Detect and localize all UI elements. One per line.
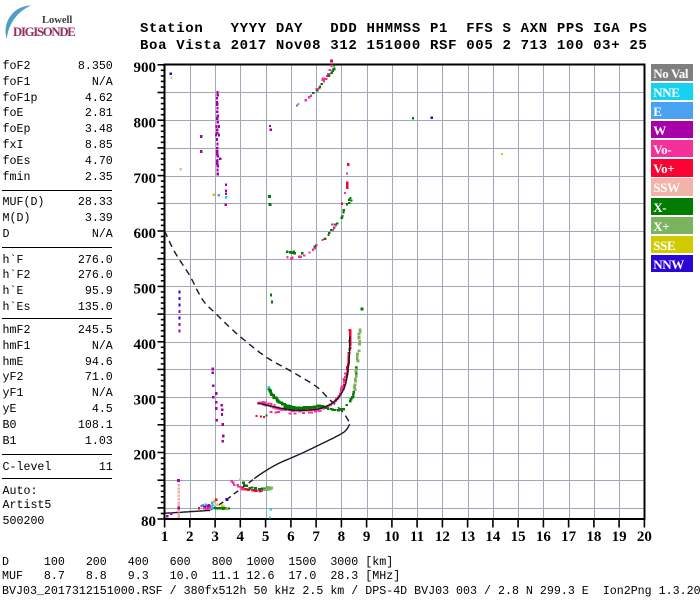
svg-text:19: 19 xyxy=(612,529,627,545)
svg-text:10: 10 xyxy=(384,529,399,545)
svg-text:700: 700 xyxy=(134,171,157,187)
svg-text:11: 11 xyxy=(410,529,424,545)
svg-text:5: 5 xyxy=(262,529,270,545)
svg-text:900: 900 xyxy=(134,60,157,76)
svg-text:600: 600 xyxy=(134,226,157,242)
svg-text:80: 80 xyxy=(141,514,156,530)
svg-text:12: 12 xyxy=(435,529,450,545)
svg-text:800: 800 xyxy=(134,115,157,131)
svg-text:20: 20 xyxy=(637,529,652,545)
svg-text:7: 7 xyxy=(312,529,320,545)
svg-text:4: 4 xyxy=(237,529,245,545)
svg-text:17: 17 xyxy=(561,529,577,545)
svg-text:2: 2 xyxy=(186,529,194,545)
svg-text:1: 1 xyxy=(161,529,169,545)
svg-text:400: 400 xyxy=(134,337,157,353)
svg-text:3: 3 xyxy=(211,529,219,545)
svg-text:18: 18 xyxy=(586,529,601,545)
svg-text:300: 300 xyxy=(134,392,157,408)
svg-text:500: 500 xyxy=(134,282,157,298)
svg-text:15: 15 xyxy=(511,529,526,545)
svg-text:14: 14 xyxy=(485,529,501,545)
svg-text:200: 200 xyxy=(134,448,157,464)
svg-text:16: 16 xyxy=(536,529,552,545)
svg-text:8: 8 xyxy=(338,529,346,545)
svg-text:9: 9 xyxy=(363,529,371,545)
svg-text:13: 13 xyxy=(460,529,475,545)
svg-text:6: 6 xyxy=(287,529,295,545)
